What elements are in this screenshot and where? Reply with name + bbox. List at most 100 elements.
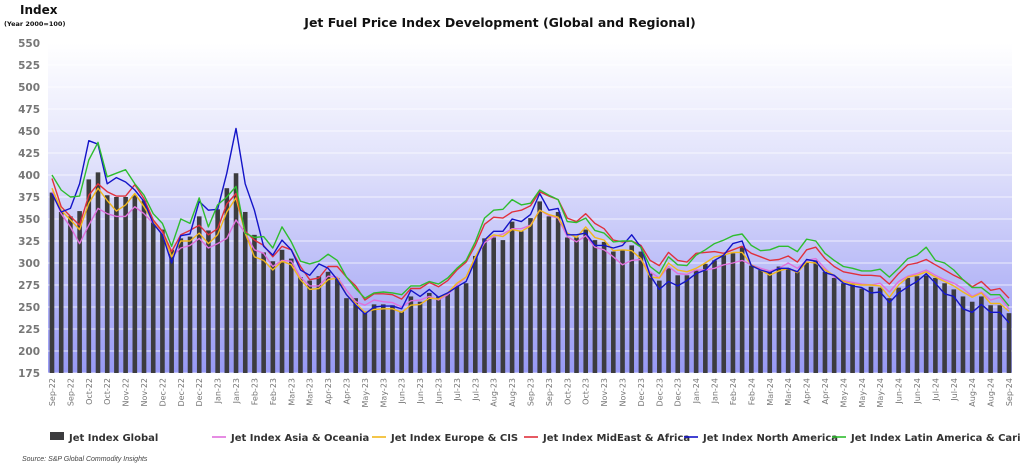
x-tick-label: Sep-22 xyxy=(48,378,57,406)
bar-global xyxy=(482,238,487,373)
bar-global xyxy=(445,293,450,373)
x-tick-label: Jul-23 xyxy=(453,378,462,402)
y-tick-label: 400 xyxy=(18,170,40,182)
x-tick-label: Dec-22 xyxy=(195,378,204,407)
bar-global xyxy=(546,216,552,373)
bar-global xyxy=(804,262,809,373)
chart-title: Jet Fuel Price Index Development (Global… xyxy=(303,15,695,30)
bar-global xyxy=(795,271,800,373)
bar-global xyxy=(472,255,478,373)
x-tick-label: Oct-23 xyxy=(563,378,572,405)
x-tick-label: Dec-23 xyxy=(637,378,646,407)
x-tick-label: Aug-23 xyxy=(490,378,499,407)
x-tick-label: Mar-24 xyxy=(784,378,793,406)
bars-global xyxy=(49,172,1012,373)
bar-global xyxy=(822,271,828,373)
x-tick-label: May-24 xyxy=(839,378,848,407)
x-tick-label: Feb-24 xyxy=(729,378,738,405)
legend-item: Jet Index North America xyxy=(684,433,838,444)
y-tick-label: 550 xyxy=(18,38,40,50)
bar-global xyxy=(703,263,708,373)
x-tick-label: Jul-24 xyxy=(931,378,940,402)
y-tick-label: 475 xyxy=(18,104,40,116)
bar-global xyxy=(638,251,644,373)
y-tick-label: 325 xyxy=(18,236,40,248)
bar-global xyxy=(509,221,515,373)
bar-global xyxy=(583,229,589,373)
legend-item: Jet Index Global xyxy=(50,432,158,444)
x-tick-label: Apr-23 xyxy=(342,378,351,404)
x-tick-label: Jan-24 xyxy=(692,378,701,404)
x-tick-label: Jun-24 xyxy=(913,378,922,405)
bar-global xyxy=(859,288,865,373)
bar-global xyxy=(758,270,763,373)
bar-global xyxy=(123,197,128,373)
bar-global xyxy=(574,237,579,373)
bar-global xyxy=(997,305,1003,373)
bar-global xyxy=(58,211,64,373)
legend-label: Jet Index MidEast & Africa xyxy=(542,433,690,444)
bar-global xyxy=(518,231,524,373)
x-tick-label: Mar-23 xyxy=(306,378,315,406)
bar-global xyxy=(362,311,368,373)
bar-global xyxy=(942,283,947,373)
bar-global xyxy=(77,211,82,373)
bar-global xyxy=(371,304,377,373)
bar-global xyxy=(657,280,662,373)
legend-item: Jet Index Europe & CIS xyxy=(372,433,518,444)
y-tick-label: 350 xyxy=(18,214,40,226)
legend-label: Jet Index Global xyxy=(68,433,158,444)
y-tick-label: 200 xyxy=(18,346,40,358)
bar-global xyxy=(620,249,625,373)
x-tick-label: May-23 xyxy=(361,378,370,407)
x-tick-label: Aug-24 xyxy=(968,378,977,407)
legend: Jet Index Global Jet Index Asia & Oceania… xyxy=(50,432,1021,444)
bar-global xyxy=(813,260,819,373)
bar-global xyxy=(555,211,561,373)
bar-global xyxy=(160,229,165,373)
bar-global xyxy=(528,218,533,373)
bar-global xyxy=(969,301,975,373)
x-tick-label: Nov-23 xyxy=(600,378,609,406)
y-tick-label: 225 xyxy=(18,324,40,336)
bar-global xyxy=(730,253,736,373)
x-tick-label: Dec-23 xyxy=(674,378,683,407)
bar-global xyxy=(298,277,303,373)
bar-global xyxy=(887,298,892,373)
bar-global xyxy=(749,265,754,373)
x-tick-label: Apr-24 xyxy=(803,378,812,404)
bar-global xyxy=(666,268,671,373)
legend-label: Jet Index Latin America & Caribbean xyxy=(850,433,1021,444)
x-tick-label: Jun-23 xyxy=(416,378,425,405)
bar-global xyxy=(390,305,395,373)
x-tick-label: Jun-24 xyxy=(895,378,904,405)
x-tick-label: Mar-24 xyxy=(766,378,775,406)
legend-label: Jet Index North America xyxy=(702,433,838,444)
y-axis-label: Index xyxy=(20,3,58,17)
legend-swatch xyxy=(50,432,64,440)
x-tick-label: Sep-23 xyxy=(527,378,536,406)
x-tick-label: Jun-23 xyxy=(398,378,407,405)
y-axis-ticks: 175 200 225 250 275 300 325 350 375 400 425 450 475 5… xyxy=(18,38,40,380)
bar-global xyxy=(178,238,184,373)
x-tick-label: Apr-24 xyxy=(821,378,830,404)
bar-global xyxy=(933,277,938,373)
y-tick-label: 250 xyxy=(18,302,40,314)
bar-global xyxy=(923,275,929,373)
legend-item: Jet Index Latin America & Caribbean xyxy=(832,433,1021,444)
y-tick-label: 525 xyxy=(18,60,40,72)
bar-global xyxy=(776,266,782,373)
bar-global xyxy=(95,172,101,373)
x-tick-label: Nov-23 xyxy=(619,378,628,406)
bar-global xyxy=(491,237,496,373)
line-jet-index-latin-america-caribbean xyxy=(51,141,1010,307)
y-tick-label: 300 xyxy=(18,258,40,270)
bar-global xyxy=(233,173,239,373)
bar-global xyxy=(500,240,506,373)
x-axis-ticks: Sep-22 Sep-22 Oct-22 Oct-22 Nov-22 Nov-22 Dec-… xyxy=(48,378,1014,407)
x-tick-label: Dec-23 xyxy=(655,378,664,407)
y-axis-sublabel: (Year 2000=100) xyxy=(4,20,65,28)
bar-global xyxy=(169,249,174,373)
x-tick-label: May-23 xyxy=(379,378,388,407)
bar-global xyxy=(150,221,156,373)
